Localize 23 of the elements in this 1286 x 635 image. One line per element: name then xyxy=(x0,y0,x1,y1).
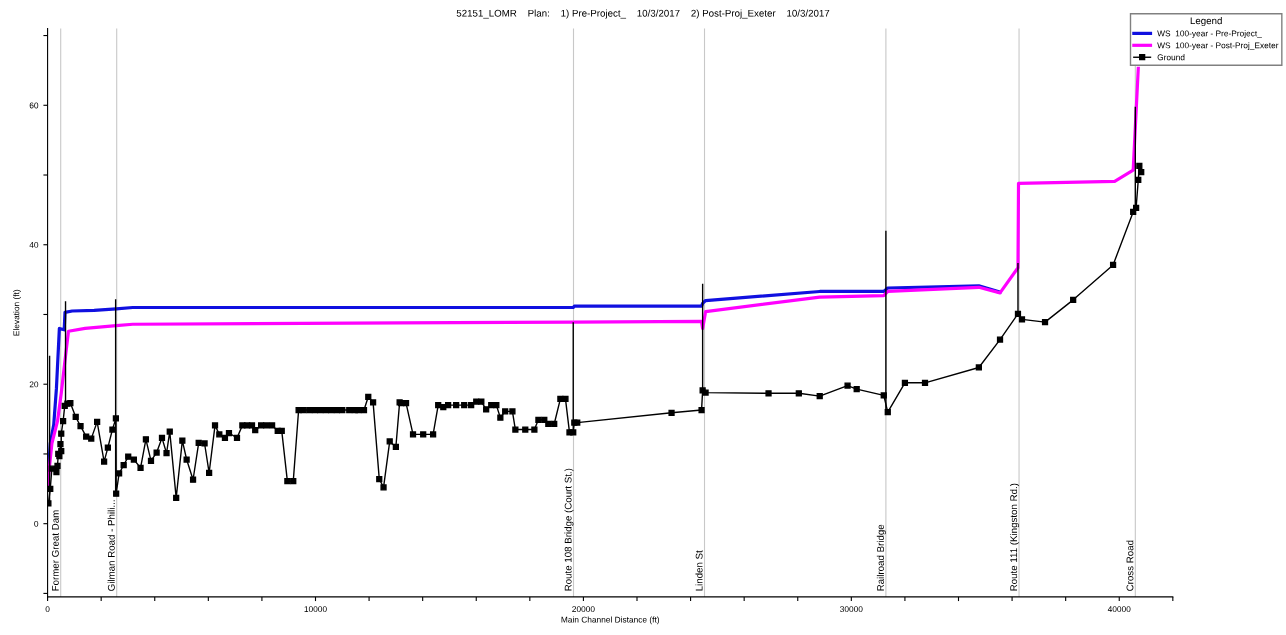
ref-line-label: Railroad Bridge xyxy=(876,524,886,591)
ref-line-label: Gilman Road - Phili... xyxy=(107,500,115,591)
chart-title: 52151_LOMR Plan: 1) Pre-Project_ 10/3/2017 2) Post-Proj_Exeter 10/3/2017 xyxy=(456,9,830,19)
ref-line-label: Route 111 (Kingston Rd.) xyxy=(1009,483,1020,591)
legend-title: Legend xyxy=(1190,17,1222,27)
legend-label: WS 100-year - Pre-Project_ xyxy=(1157,30,1262,39)
y-axis-title: Elevation (ft) xyxy=(13,289,21,336)
x-tick-label: 0 xyxy=(45,606,50,613)
y-tick-label: 20 xyxy=(29,381,39,388)
y-tick-label: 0 xyxy=(34,520,39,527)
ref-line-label: Former Great Dam xyxy=(51,510,59,591)
x-tick-label: 40000 xyxy=(1107,606,1131,613)
x-axis-title: Main Channel Distance (ft) xyxy=(561,616,660,625)
x-tick-label: 20000 xyxy=(572,606,595,613)
ref-line-label: Route 108 Bridge (Court St.) xyxy=(564,468,574,591)
y-tick-label: 60 xyxy=(29,102,39,109)
ref-line-label: Cross Road xyxy=(1126,540,1134,591)
x-tick-label: 10000 xyxy=(304,606,327,613)
ref-line-label: Linden St xyxy=(695,550,703,591)
x-tick-label: 30000 xyxy=(840,606,863,613)
legend-label: Ground xyxy=(1157,54,1185,61)
legend-label: WS 100-year - Post-Proj_Exeter xyxy=(1157,42,1279,50)
y-tick-label: 40 xyxy=(29,241,39,248)
